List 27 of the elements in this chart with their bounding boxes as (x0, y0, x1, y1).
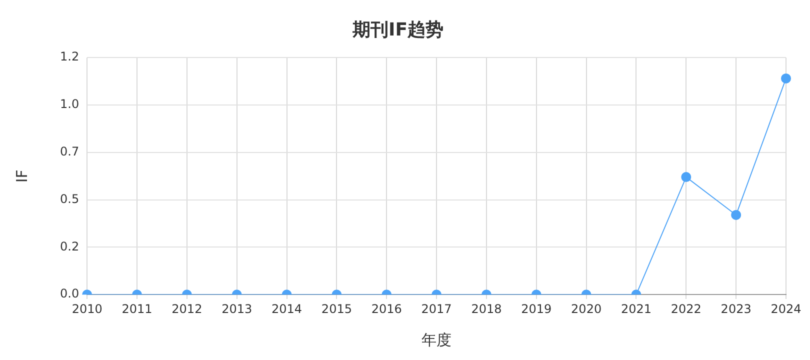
y-tick-label: 0.5 (60, 192, 80, 206)
x-tick-label: 2018 (471, 302, 502, 316)
x-tick-label: 2021 (620, 302, 652, 316)
x-tick-label: 2013 (222, 302, 252, 316)
y-axis-title: IF (12, 170, 31, 183)
x-tick-label: 2014 (272, 302, 302, 316)
point (681, 172, 692, 182)
y-tick-label: 0.7 (60, 144, 80, 159)
x-tick-label: 2017 (421, 302, 452, 316)
x-tick-label: 2010 (72, 302, 102, 316)
x-tick-label: 2023 (720, 302, 752, 316)
chart-title: 期刊IF趋势 (352, 19, 444, 40)
x-tick-label: 2011 (122, 302, 152, 316)
x-tick-label: 2016 (371, 302, 402, 316)
x-axis-title: 年度 (422, 330, 452, 349)
x-tick-label: 2019 (521, 302, 552, 316)
x-tick-label: 2022 (670, 302, 702, 316)
x-tick-label: 2024 (770, 302, 802, 316)
x-tick-label: 2012 (172, 302, 202, 316)
point (731, 210, 742, 220)
y-tick-label: 1.0 (60, 97, 80, 112)
x-tick-label: 2020 (571, 302, 602, 316)
x-tick-label: 2015 (321, 302, 352, 316)
y-tick-label: 0.2 (60, 239, 80, 254)
y-tick-label: 0.0 (60, 286, 80, 301)
y-tick-label: 1.2 (60, 50, 80, 64)
point (781, 73, 791, 84)
